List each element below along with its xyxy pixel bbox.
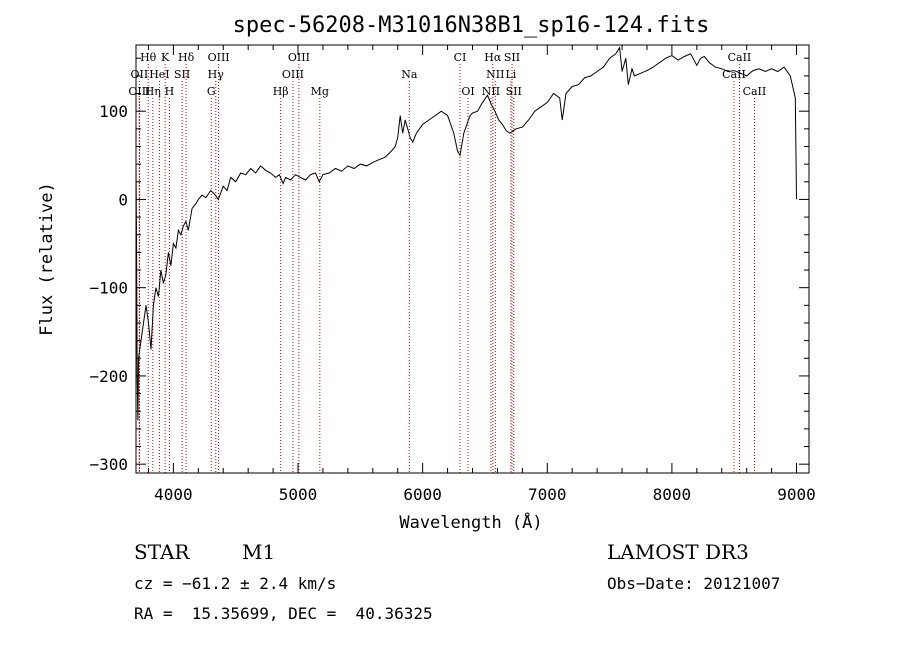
object-subclass: M1 <box>242 540 276 564</box>
spectral-line-label: NII <box>482 85 500 98</box>
spectral-line-label: Hδ <box>178 51 195 64</box>
spectral-line-label: CaII <box>743 85 767 98</box>
spectral-line-label: SII <box>506 85 522 98</box>
y-tick-label: −200 <box>89 367 128 386</box>
spectral-line-label: Hβ <box>273 85 289 98</box>
spectral-line-label: H <box>165 85 175 98</box>
spectral-line-label: NII <box>486 68 504 81</box>
x-tick-label: 4000 <box>154 485 193 504</box>
y-tick-label: −100 <box>89 279 128 298</box>
spectral-line-label: OIII <box>208 51 230 64</box>
spectral-line-label: Hα <box>484 51 502 64</box>
y-tick-label: −300 <box>89 455 128 474</box>
survey-name: LAMOST DR3 <box>607 540 749 564</box>
spectral-line-label: Hθ <box>140 51 157 64</box>
spectral-line-label: Hγ <box>208 68 225 81</box>
x-tick-label: 5000 <box>279 485 318 504</box>
spectral-line-label: Mg <box>311 85 329 98</box>
spectral-line-label: OII <box>131 68 149 81</box>
x-tick-label: 6000 <box>403 485 442 504</box>
spectrum-series <box>135 46 797 421</box>
x-tick-label: 8000 <box>653 485 692 504</box>
spectral-line-label: HeI <box>149 68 169 81</box>
spectral-line-label: Li <box>505 68 516 81</box>
sky-coordinates: RA = 15.35699, DEC = 40.36325 <box>134 604 433 623</box>
observation-date: Obs−Date: 20121007 <box>607 574 781 593</box>
spectral-line-label: Na <box>401 68 418 81</box>
axis-ticks: 4000 5000 6000 7000 8000 9000 −300 −200 −100 0 100 <box>89 45 816 504</box>
spectral-line-label: OIII <box>288 51 310 64</box>
plot-frame <box>135 44 810 474</box>
spectral-line-label: K <box>161 51 170 64</box>
spectral-line-label: OI <box>461 85 474 98</box>
spectral-line-label: Hη <box>145 85 161 98</box>
spectral-line-label: OIII <box>128 85 150 98</box>
spectral-line-label: CI <box>454 51 467 64</box>
spectral-line-label: SII <box>174 68 190 81</box>
chart-title: spec-56208-M31016N38B1_sp16-124.fits <box>233 13 710 38</box>
y-tick-label: 0 <box>118 190 128 209</box>
spectral-line-label: G <box>207 85 216 98</box>
object-class: STAR <box>134 540 190 564</box>
x-axis-label: Wavelength (Å) <box>399 511 542 533</box>
spectral-line-label: CaII <box>728 51 752 64</box>
y-axis-label: Flux (relative) <box>37 182 57 336</box>
x-tick-label: 9000 <box>777 485 816 504</box>
redshift-velocity: cz = −61.2 ± 2.4 km/s <box>134 574 337 593</box>
spectral-line-label: SII <box>504 51 520 64</box>
x-tick-label: 7000 <box>528 485 567 504</box>
spectrum-line <box>135 46 797 421</box>
y-tick-label: 100 <box>99 102 128 121</box>
spectral-line-label: OIII <box>282 68 304 81</box>
